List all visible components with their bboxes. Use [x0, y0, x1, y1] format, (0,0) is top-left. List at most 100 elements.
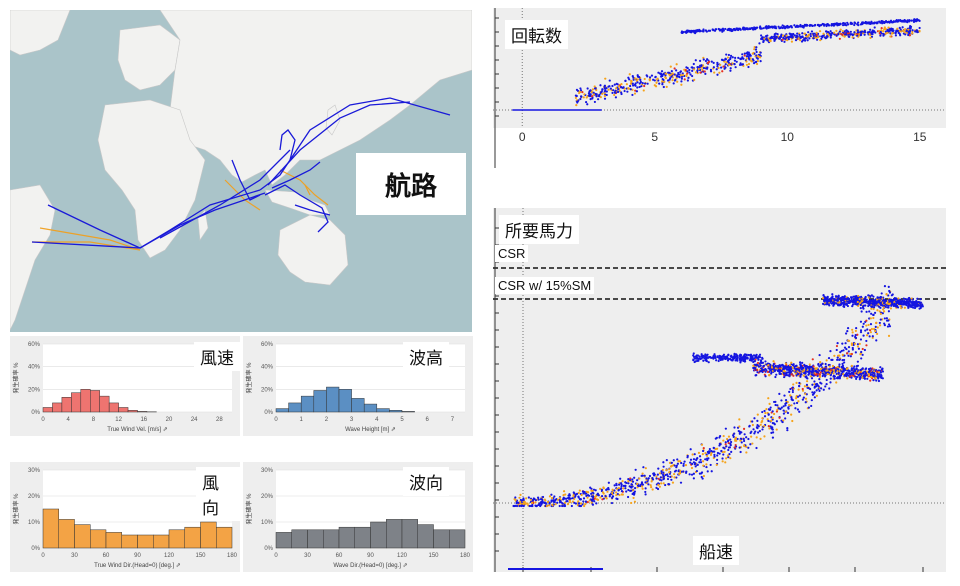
histogram-bar [74, 524, 91, 549]
scatter-point [582, 497, 586, 500]
scatter-point [782, 409, 785, 412]
scatter-point [882, 298, 885, 301]
scatter-point [678, 472, 681, 475]
scatter-point [703, 70, 706, 73]
scatter-point [637, 484, 640, 488]
x-tick-label: 28 [216, 417, 223, 423]
scatter-point [859, 338, 863, 341]
scatter-point [666, 475, 670, 478]
scatter-point [859, 320, 863, 323]
scatter-point [825, 24, 828, 28]
scatter-point [881, 308, 885, 311]
scatter-point [745, 354, 748, 357]
scatter-point [771, 428, 774, 431]
x-tick-label: 150 [195, 553, 206, 559]
scatter-point [852, 370, 855, 373]
scatter-point [759, 359, 763, 362]
scatter-point [615, 82, 618, 85]
scatter-point [761, 36, 764, 40]
scatter-point [756, 371, 759, 374]
scatter-point [596, 98, 600, 101]
scatter-point [512, 504, 515, 508]
scatter-point [794, 25, 797, 28]
scatter-point [712, 61, 715, 64]
scatter-point [599, 84, 602, 87]
scatter-point [889, 307, 893, 310]
scatter-point [689, 461, 692, 464]
scatter-point [653, 79, 656, 82]
scatter-point [869, 28, 872, 31]
scatter-point [850, 368, 853, 372]
scatter-point [819, 367, 822, 371]
scatter-point [546, 500, 550, 504]
scatter-point [842, 372, 845, 376]
scatter-point [747, 62, 751, 66]
scatter-point [636, 479, 639, 482]
scatter-point [784, 38, 787, 41]
scatter-point [907, 306, 910, 309]
scatter-point [738, 418, 741, 421]
scatter-point [717, 27, 720, 31]
scatter-point [689, 448, 692, 451]
scatter-point [872, 307, 875, 311]
scatter-point [902, 303, 906, 306]
scatter-point [872, 374, 875, 378]
scatter-point [715, 359, 718, 362]
scatter-point [910, 297, 913, 300]
scatter-point [611, 495, 614, 498]
scatter-point [840, 372, 843, 375]
scatter-point [670, 69, 673, 73]
scatter-point [903, 31, 906, 34]
scatter-point [798, 410, 801, 413]
scatter-point [723, 60, 726, 63]
scatter-point [527, 496, 530, 499]
scatter-point [886, 20, 890, 24]
scatter-point [540, 503, 543, 506]
scatter-point [778, 365, 781, 368]
scatter-point [813, 380, 816, 383]
scatter-point [873, 311, 877, 314]
scatter-point [833, 31, 836, 34]
scatter-point [845, 367, 848, 371]
scatter-point [739, 437, 742, 440]
scatter-point [562, 494, 565, 497]
scatter-point [668, 468, 671, 471]
scatter-point [631, 478, 634, 481]
scatter-point [613, 484, 616, 487]
scatter-point [626, 90, 629, 93]
scatter-point [579, 97, 582, 101]
scatter-point [800, 40, 804, 43]
scatter-point [798, 33, 801, 37]
scatter-point [605, 90, 608, 93]
scatter-point [747, 353, 750, 357]
scatter-point [651, 476, 654, 480]
scatter-point [742, 359, 745, 363]
scatter-point [799, 361, 802, 364]
scatter-point [861, 376, 864, 379]
scatter-point [809, 366, 812, 369]
scatter-point [862, 371, 865, 375]
scatter-point [753, 48, 756, 51]
scatter-point [656, 473, 659, 476]
scatter-point [883, 26, 886, 29]
scatter-point [745, 55, 748, 58]
scatter-point [735, 60, 738, 63]
scatter-point [838, 363, 841, 366]
scatter-point [770, 35, 773, 38]
scatter-point [883, 301, 886, 304]
scatter-point [832, 368, 835, 371]
scatter-point [716, 61, 719, 64]
scatter-point [723, 447, 726, 450]
scatter-point [879, 318, 882, 321]
scatter-point [727, 441, 730, 445]
scatter-point [726, 454, 730, 457]
scatter-point [680, 83, 683, 86]
scatter-point [575, 104, 578, 107]
scatter-point [714, 28, 717, 31]
scatter-point [710, 470, 713, 473]
scatter-point [791, 386, 794, 389]
scatter-point [882, 310, 886, 313]
scatter-point [751, 423, 754, 427]
scatter-point [734, 436, 738, 439]
y-tick-label: 0% [31, 546, 40, 552]
